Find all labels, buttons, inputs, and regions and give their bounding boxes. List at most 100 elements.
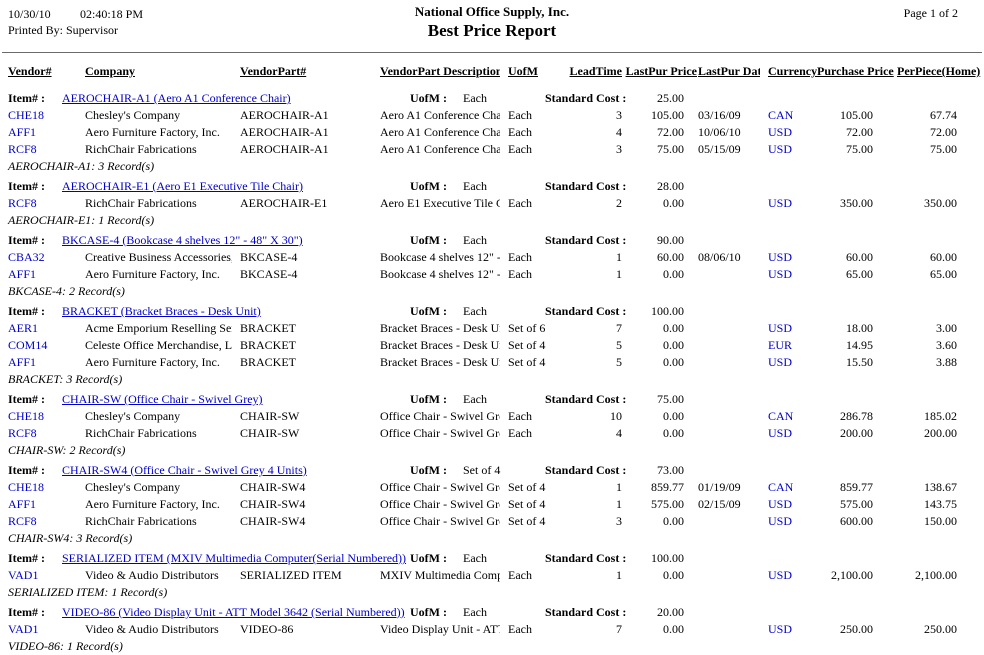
currency-code-link[interactable]: USD [768,142,793,156]
currency-code-link[interactable]: USD [768,196,793,210]
group-record-count: VIDEO-86: 1 Record(s) [8,639,123,653]
uom-value: Each [508,142,532,156]
vendor-code-link[interactable]: VAD1 [8,568,39,582]
vendor-code-link[interactable]: RCF8 [8,142,37,156]
vendor-code-link[interactable]: RCF8 [8,196,37,210]
item-uofm-value: Each [463,91,487,105]
item-header-row: Item# : AEROCHAIR-E1 (Aero E1 Executive T… [0,178,984,195]
vendor-row: RCF8 RichChair Fabrications AEROCHAIR-A1 Ae… [0,141,984,158]
item-link[interactable]: AEROCHAIR-E1 (Aero E1 Executive Tile Cha… [62,179,303,193]
item-link[interactable]: CHAIR-SW4 (Office Chair - Swivel Grey 4 … [62,463,307,477]
currency-code-link[interactable]: USD [768,622,793,636]
company-name: Video & Audio Distributors [85,568,219,582]
vendor-part-number: AEROCHAIR-E1 [240,196,328,210]
item-group: Item# : AEROCHAIR-A1 (Aero A1 Conference … [0,90,984,175]
currency-code-link[interactable]: CAN [768,108,794,122]
item-link[interactable]: VIDEO-86 (Video Display Unit - ATT Model… [62,605,405,619]
vendor-code-link[interactable]: CBA32 [8,250,45,264]
item-group: Item# : SERIALIZED ITEM (MXIV Multimedia … [0,550,984,601]
lead-time-value: 4 [616,125,622,139]
company-name: Chesley's Company [85,409,181,423]
last-purchase-date [697,621,760,638]
currency-code-link[interactable]: USD [768,355,793,369]
vendor-code-link[interactable]: CHE18 [8,108,44,122]
currency-code-link[interactable]: USD [768,267,793,281]
item-uofm-value: Each [463,179,487,193]
item-link[interactable]: BKCASE-4 (Bookcase 4 shelves 12" - 48" X… [62,233,303,247]
currency-code-link[interactable]: USD [768,568,793,582]
vendor-code-link[interactable]: CHE18 [8,480,44,494]
col-purchase-price: Purchase Price [817,64,894,78]
currency-code-link[interactable]: EUR [768,338,792,352]
col-last-pur-price: LastPur Price [625,64,697,78]
per-piece-home: 200.00 [924,426,957,440]
vendor-code-link[interactable]: RCF8 [8,514,37,528]
item-group: Item# : BRACKET (Bracket Braces - Desk Un… [0,303,984,388]
purchase-price: 14.95 [846,338,873,352]
currency-code-link[interactable]: USD [768,497,793,511]
vendor-code-link[interactable]: CHE18 [8,409,44,423]
vendor-code-link[interactable]: AFF1 [8,125,37,139]
currency-code-link[interactable]: USD [768,514,793,528]
last-purchase-date: 10/06/10 [698,125,741,139]
last-purchase-date: 05/15/09 [698,142,741,156]
vendor-code-link[interactable]: AFF1 [8,267,37,281]
per-piece-home: 65.00 [930,267,957,281]
uofm-label: UofM : [410,179,447,193]
item-link[interactable]: CHAIR-SW (Office Chair - Swivel Grey) [62,392,263,406]
vendor-part-description: Office Chair - Swivel Grey 4 Units [380,480,500,494]
col-per-piece-home: PerPiece(Home) [897,64,981,78]
uom-value: Each [508,250,532,264]
vendor-part-description: MXIV Multimedia Computer [380,568,500,582]
last-purchase-price: 0.00 [663,514,684,528]
currency-code-link[interactable]: USD [768,426,793,440]
currency-code-link[interactable]: USD [768,250,793,264]
lead-time-value: 2 [616,196,622,210]
per-piece-home: 350.00 [924,196,957,210]
spacer [697,303,984,320]
lead-time-value: 5 [616,355,622,369]
last-purchase-date [697,513,760,530]
vendor-code-link[interactable]: AFF1 [8,497,37,511]
group-record-count: AEROCHAIR-A1: 3 Record(s) [8,159,155,173]
lead-time-value: 7 [616,622,622,636]
vendor-code-link[interactable]: COM14 [8,338,48,352]
last-purchase-price: 72.00 [657,125,684,139]
uom-value: Set of 4 [508,355,546,369]
currency-code-link[interactable]: CAN [768,409,794,423]
currency-code-link[interactable]: USD [768,125,793,139]
currency-code-link[interactable]: USD [768,321,793,335]
item-link[interactable]: SERIALIZED ITEM (MXIV Multimedia Compute… [62,551,407,565]
per-piece-home: 185.02 [924,409,957,423]
vendor-part-description: Bookcase 4 shelves 12" - 48" [380,250,500,264]
item-header-row: Item# : AEROCHAIR-A1 (Aero A1 Conference … [0,90,984,107]
purchase-price: 72.00 [846,125,873,139]
item-link[interactable]: BRACKET (Bracket Braces - Desk Unit) [62,304,261,318]
vendor-part-description: Bracket Braces - Desk Unit [380,338,500,352]
vendor-code-link[interactable]: AFF1 [8,355,37,369]
item-link[interactable]: AEROCHAIR-A1 (Aero A1 Conference Chair) [62,91,291,105]
vendor-code-link[interactable]: AER1 [8,321,38,335]
vendor-code-link[interactable]: RCF8 [8,426,37,440]
vendor-code-link[interactable]: VAD1 [8,622,39,636]
standard-cost-label: Standard Cost : [545,605,627,619]
uom-value: Set of 6 [508,321,546,335]
vendor-row: RCF8 RichChair Fabrications CHAIR-SW Office… [0,425,984,442]
item-header-row: Item# : BKCASE-4 (Bookcase 4 shelves 12" … [0,232,984,249]
spacer [697,550,984,567]
item-number-label: Item# : [8,179,45,193]
last-purchase-date: 02/15/09 [698,497,741,511]
last-purchase-date [697,354,760,371]
standard-cost-value: 100.00 [651,551,684,565]
col-lead-time: LeadTime [569,64,622,78]
uom-value: Set of 4 [508,338,546,352]
vendor-part-number: BKCASE-4 [240,267,298,281]
item-group: Item# : VIDEO-86 (Video Display Unit - AT… [0,604,984,655]
last-purchase-date [697,195,760,212]
standard-cost-value: 73.00 [657,463,684,477]
vendor-part-description: Bracket Braces - Desk Unit [380,355,500,369]
currency-code-link[interactable]: CAN [768,480,794,494]
lead-time-value: 1 [616,267,622,281]
lead-time-value: 4 [616,426,622,440]
group-record-count: SERIALIZED ITEM: 1 Record(s) [8,585,168,599]
